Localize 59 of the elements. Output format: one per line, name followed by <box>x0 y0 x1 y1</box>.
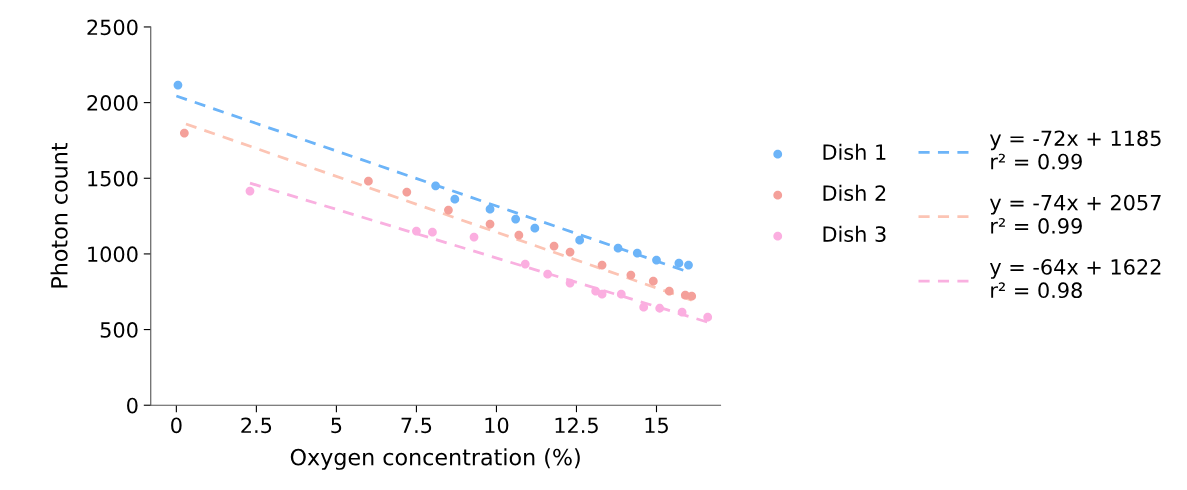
point <box>469 232 479 242</box>
x-tick-label: 12.5 <box>555 417 598 434</box>
y-tick-label: 2000 <box>87 95 138 111</box>
point <box>575 235 585 245</box>
x-tick-label: 2.5 <box>241 417 272 434</box>
point <box>514 230 524 240</box>
point <box>632 248 642 258</box>
point <box>485 204 495 214</box>
point <box>543 269 553 279</box>
point <box>597 260 607 270</box>
legend-label: Dish 1 <box>823 143 886 160</box>
point <box>402 187 412 197</box>
point <box>639 302 649 312</box>
legend-label: y = -64x + 1622 r² = 0.98 <box>989 259 1161 299</box>
point <box>520 259 530 269</box>
point <box>530 223 540 233</box>
point <box>674 258 684 268</box>
point <box>511 214 521 224</box>
y-tick-label: 1500 <box>88 170 138 187</box>
point <box>412 226 421 236</box>
legend-label: Dish 3 <box>823 225 886 242</box>
point <box>485 219 495 229</box>
x-tick-label: 7.5 <box>401 417 432 434</box>
point <box>428 227 437 237</box>
point <box>444 205 453 215</box>
y-tick-label: 2500 <box>87 19 138 36</box>
point <box>173 80 183 90</box>
point <box>565 278 575 288</box>
point <box>364 176 373 186</box>
point <box>652 255 661 265</box>
point <box>565 247 575 257</box>
point <box>677 307 687 317</box>
point <box>626 270 636 280</box>
point <box>431 181 441 191</box>
point <box>450 194 460 204</box>
point <box>703 312 713 322</box>
x-tick-label: 10 <box>485 417 509 434</box>
point <box>549 241 559 251</box>
x-tick-label: 0 <box>171 417 182 434</box>
x-axis-title: Oxygen concentration (%) <box>290 448 580 470</box>
point <box>687 291 697 301</box>
point <box>655 303 665 313</box>
point <box>179 128 189 138</box>
point <box>597 289 607 299</box>
point <box>245 186 255 196</box>
legend-label: Dish 2 <box>823 184 886 201</box>
y-axis-title: Photon count <box>50 143 68 288</box>
y-tick-label: 0 <box>127 397 138 414</box>
y-tick-label: 1000 <box>88 246 138 263</box>
point <box>664 286 674 296</box>
legend-label: y = -72x + 1185 r² = 0.99 <box>989 130 1161 170</box>
point <box>616 289 626 299</box>
point <box>613 243 623 253</box>
point <box>684 260 693 270</box>
x-tick-label: 5 <box>331 417 342 434</box>
y-tick-label: 500 <box>100 322 138 338</box>
legend-label: y = -74x + 2057 r² = 0.99 <box>989 194 1161 234</box>
point <box>648 276 658 286</box>
x-tick-label: 15 <box>645 417 668 434</box>
